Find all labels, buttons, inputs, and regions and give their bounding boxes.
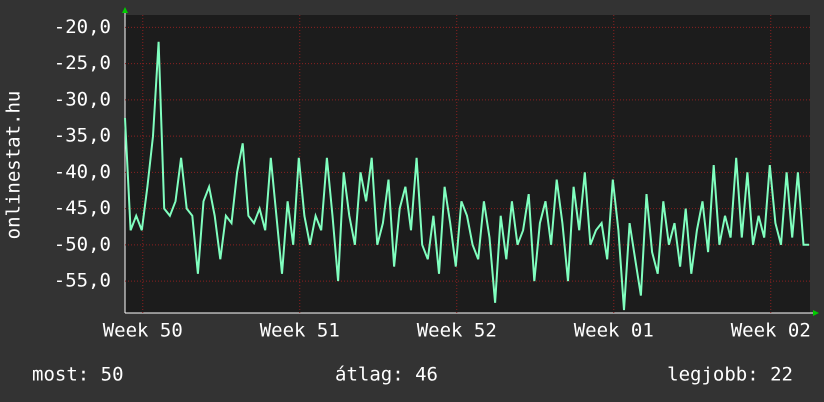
y-tick-label: -35,0 <box>54 125 111 147</box>
y-tick-label: -50,0 <box>54 233 111 255</box>
x-tick-label: Week 02 <box>731 320 811 342</box>
footer-current: most: 50 <box>32 364 124 386</box>
plot-area <box>125 15 810 313</box>
x-tick-label: Week 50 <box>103 320 183 342</box>
y-axis-label: onlinestat.hu <box>3 91 25 240</box>
x-tick-label: Week 01 <box>574 320 654 342</box>
footer-best: legjobb: 22 <box>667 364 793 386</box>
y-tick-label: -30,0 <box>54 88 111 110</box>
y-tick-label: -25,0 <box>54 52 111 74</box>
x-tick-label: Week 52 <box>417 320 497 342</box>
x-tick-label: Week 51 <box>260 320 340 342</box>
y-tick-label: -45,0 <box>54 197 111 219</box>
y-tick-label: -40,0 <box>54 161 111 183</box>
y-arrow <box>122 7 128 13</box>
y-tick-label: -20,0 <box>54 16 111 38</box>
x-arrow <box>813 310 819 316</box>
y-tick-label: -55,0 <box>54 270 111 292</box>
footer-average: átlag: 46 <box>335 364 438 386</box>
series-line <box>124 41 810 311</box>
